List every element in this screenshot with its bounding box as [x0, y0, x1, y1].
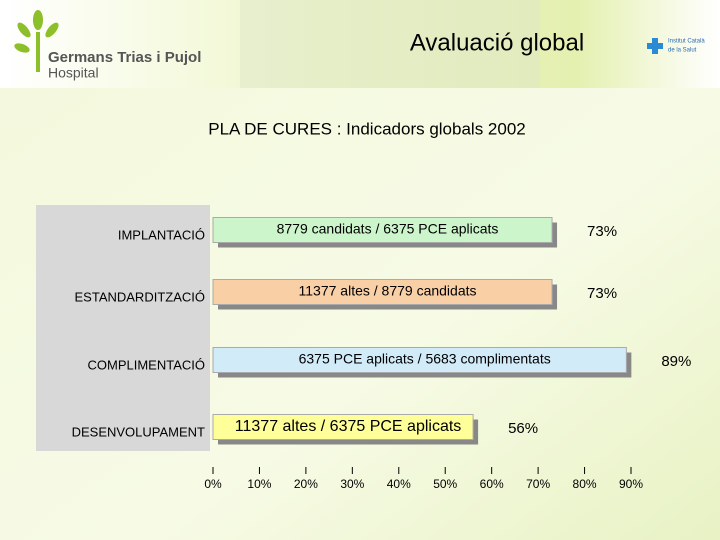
x-tick-label: 20% [294, 477, 318, 491]
value-label: 73% [587, 223, 617, 240]
category-label: DESENVOLUPAMENT [72, 424, 205, 439]
logo-leaf [14, 43, 30, 53]
logo-text: Institut Català [668, 39, 705, 45]
bar [212, 414, 474, 440]
category-label: IMPLANTACIÓ [118, 227, 205, 242]
bar [212, 217, 553, 243]
x-tick-label: 70% [526, 477, 550, 491]
x-tick-label: 10% [247, 477, 271, 491]
logo-cross [647, 43, 663, 49]
logo-right [647, 38, 663, 54]
x-tick-label: 50% [433, 477, 457, 491]
value-label: 73% [587, 285, 617, 302]
slide-title: Avaluació global [410, 29, 584, 56]
header-photo [240, 0, 540, 88]
logo-leaf [33, 10, 43, 30]
bar-label: 11377 altes / 8779 candidats [299, 283, 477, 299]
bar-label: 8779 candidats / 6375 PCE aplicats [277, 221, 499, 237]
logo-text: Hospital [48, 65, 99, 81]
bar-label: 11377 altes / 6375 PCE aplicats [235, 418, 462, 435]
logo-text: Germans Trias i Pujol [48, 49, 201, 66]
category-panel [36, 205, 210, 451]
x-tick-label: 30% [340, 477, 364, 491]
x-tick-label: 60% [480, 477, 504, 491]
chart-title: PLA DE CURES : Indicadors globals 2002 [208, 119, 526, 138]
x-tick-label: 90% [619, 477, 643, 491]
x-tick-label: 80% [573, 477, 597, 491]
value-label: 89% [661, 353, 691, 370]
logo-leaf [17, 22, 31, 38]
logo-stem [36, 32, 40, 72]
category-label: ESTANDARDITZACIÓ [75, 289, 206, 304]
logo-left [14, 10, 59, 72]
x-tick-label: 0% [204, 477, 222, 491]
category-label: COMPLIMENTACIÓ [88, 357, 206, 372]
x-tick-label: 40% [387, 477, 411, 491]
logo-text: de la Salut [668, 48, 697, 54]
bar [212, 347, 627, 373]
logo-leaf [45, 22, 59, 38]
bar-label: 6375 PCE aplicats / 5683 complimentats [299, 351, 551, 367]
bar [212, 279, 553, 305]
value-label: 56% [508, 420, 538, 437]
